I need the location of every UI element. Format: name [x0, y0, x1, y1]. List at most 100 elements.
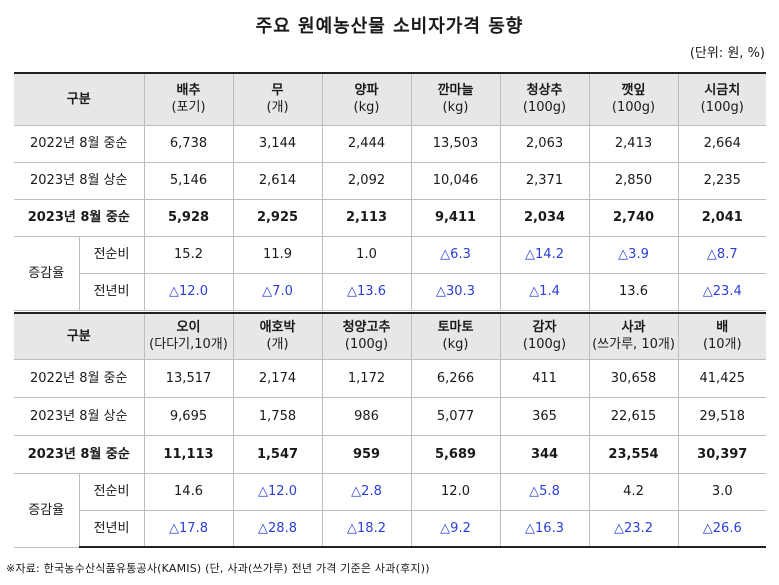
item-name: 애호박 [259, 320, 296, 336]
header-cell: 감자 (100g) [499, 312, 590, 360]
row-label: 2023년 8월 상순 [14, 161, 145, 200]
value-cell: 2,850 [588, 161, 679, 200]
value-cell: △17.8 [143, 509, 234, 548]
item-unit: (다다기,10개) [149, 337, 228, 353]
change-group-label: 증감율 [14, 235, 80, 311]
table-row: 전년비 △12.0 △7.0 △13.6 △30.3 △1.4 13.6 △23… [14, 272, 767, 311]
table-row: 2022년 8월 중순 13,517 2,174 1,172 6,266 411… [14, 358, 767, 398]
value-cell: 15.2 [143, 235, 234, 274]
item-name: 청상추 [526, 83, 563, 99]
value-cell: 2,034 [499, 198, 590, 237]
table-row: 2023년 8월 상순 5,146 2,614 2,092 10,046 2,3… [14, 161, 767, 200]
header-cell: 청양고추 (100g) [321, 312, 412, 360]
item-unit: (10개) [702, 337, 742, 353]
value-cell: 2,235 [677, 161, 767, 200]
header-cell: 깻잎 (100g) [588, 72, 679, 126]
value-cell: 986 [321, 396, 412, 436]
value-cell: 2,092 [321, 161, 412, 200]
value-cell: 13,517 [143, 358, 234, 398]
value-cell: 29,518 [677, 396, 767, 436]
item-name: 감자 [532, 320, 557, 336]
table-row: 전년비 △17.8 △28.8 △18.2 △9.2 △16.3 △23.2 △… [14, 509, 767, 548]
value-cell: △28.8 [232, 509, 323, 548]
header-cell: 시금치 (100g) [677, 72, 767, 126]
value-cell: 13,503 [410, 124, 501, 163]
item-unit: (개) [266, 337, 289, 353]
corner-cell: 구분 [14, 312, 145, 360]
value-cell: 1.0 [321, 235, 412, 274]
row-label: 2023년 8월 상순 [14, 396, 145, 436]
table-header-row: 구분 오이 (다다기,10개) 애호박 (개) 청양고추 (100g) 토마토 (kg)… [14, 312, 767, 360]
value-cell: △1.4 [499, 272, 590, 311]
row-label: 전년비 [78, 272, 145, 311]
price-table-2: 구분 오이 (다다기,10개) 애호박 (개) 청양고추 (100g) 토마토 (kg)… [14, 312, 767, 548]
value-cell: 365 [499, 396, 590, 436]
unit-label: (단위: 원, %) [689, 46, 765, 61]
table-row: 2023년 8월 상순 9,695 1,758 986 5,077 365 22… [14, 396, 767, 436]
value-cell: 22,615 [588, 396, 679, 436]
header-cell: 애호박 (개) [232, 312, 323, 360]
table-row: 증감율 전순비 15.2 11.9 1.0 △6.3 △14.2 △3.9 △8… [14, 235, 767, 311]
header-cell: 양파 (kg) [321, 72, 412, 126]
item-unit: (100g) [700, 100, 744, 116]
item-unit: (kg) [442, 100, 469, 116]
header-cell: 오이 (다다기,10개) [143, 312, 234, 360]
corner-cell: 구분 [14, 72, 145, 126]
value-cell: △8.7 [677, 235, 767, 274]
value-cell: △26.6 [677, 509, 767, 548]
row-label: 2023년 8월 중순 [14, 198, 145, 237]
table-header-row: 구분 배추 (포기) 무 (개) 양파 (kg) 깐마늘 (kg) 청상추 (100g) … [14, 72, 767, 126]
source-note: ※자료: 한국농수산식품유통공사(KAMIS) (단, 사과(쓰가루) 전년 가… [6, 562, 430, 575]
value-cell: 1,758 [232, 396, 323, 436]
item-name: 청양고추 [342, 320, 391, 336]
value-cell: △6.3 [410, 235, 501, 274]
item-name: 배추 [176, 83, 201, 99]
value-cell: 30,658 [588, 358, 679, 398]
value-cell: 2,371 [499, 161, 590, 200]
value-cell: △13.6 [321, 272, 412, 311]
value-cell: 411 [499, 358, 590, 398]
value-cell: 1,172 [321, 358, 412, 398]
value-cell: 2,063 [499, 124, 590, 163]
value-cell: 6,266 [410, 358, 501, 398]
item-name: 시금치 [704, 83, 741, 99]
value-cell: 1,547 [232, 434, 323, 474]
header-cell: 토마토 (kg) [410, 312, 501, 360]
value-cell: △23.4 [677, 272, 767, 311]
table-row: 2022년 8월 중순 6,738 3,144 2,444 13,503 2,0… [14, 124, 767, 163]
value-cell: 14.6 [143, 472, 234, 511]
page-title: 주요 원예농산물 소비자가격 동향 [255, 16, 524, 37]
item-name: 깻잎 [621, 83, 646, 99]
value-cell: △14.2 [499, 235, 590, 274]
table-row: 증감율 전순비 14.6 △12.0 △2.8 12.0 △5.8 4.2 3.… [14, 472, 767, 548]
value-cell: △16.3 [499, 509, 590, 548]
price-table-1: 구분 배추 (포기) 무 (개) 양파 (kg) 깐마늘 (kg) 청상추 (100g) … [14, 72, 767, 311]
value-cell: 5,146 [143, 161, 234, 200]
value-cell: △5.8 [499, 472, 590, 511]
value-cell: 2,041 [677, 198, 767, 237]
value-cell: 11.9 [232, 235, 323, 274]
value-cell: 10,046 [410, 161, 501, 200]
value-cell: △18.2 [321, 509, 412, 548]
value-cell: 2,174 [232, 358, 323, 398]
value-cell: 23,554 [588, 434, 679, 474]
row-label: 2022년 8월 중순 [14, 124, 145, 163]
value-cell: 3.0 [677, 472, 767, 511]
value-cell: 4.2 [588, 472, 679, 511]
item-name: 배 [716, 320, 729, 336]
value-cell: 13.6 [588, 272, 679, 311]
row-label: 전순비 [78, 235, 145, 274]
value-cell: △2.8 [321, 472, 412, 511]
value-cell: 30,397 [677, 434, 767, 474]
value-cell: 5,928 [143, 198, 234, 237]
value-cell: △7.0 [232, 272, 323, 311]
header-cell: 사과 (쓰가루, 10개) [588, 312, 679, 360]
value-cell: 2,664 [677, 124, 767, 163]
item-name: 무 [271, 83, 284, 99]
item-name: 오이 [176, 320, 201, 336]
table-row: 2023년 8월 중순 5,928 2,925 2,113 9,411 2,03… [14, 198, 767, 237]
item-unit: (100g) [344, 337, 389, 353]
item-unit: (100g) [522, 337, 567, 353]
item-unit: (kg) [442, 337, 469, 353]
item-unit: (개) [266, 100, 289, 116]
